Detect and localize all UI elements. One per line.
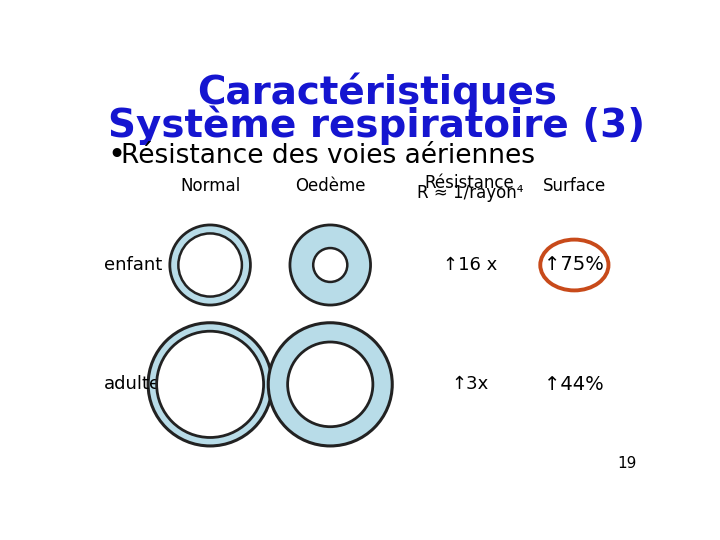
Ellipse shape xyxy=(290,225,371,305)
Text: Surface: Surface xyxy=(543,178,606,195)
Text: •: • xyxy=(107,141,125,170)
Text: ↑3x: ↑3x xyxy=(451,375,488,393)
Ellipse shape xyxy=(148,323,272,446)
Text: 19: 19 xyxy=(618,456,637,471)
Text: adulte: adulte xyxy=(104,375,161,393)
Text: enfant: enfant xyxy=(104,256,162,274)
Text: Résistance des voies aériennes: Résistance des voies aériennes xyxy=(121,143,535,168)
Ellipse shape xyxy=(179,233,242,296)
Text: ↑16 x: ↑16 x xyxy=(443,256,497,274)
Text: Système respiratoire (3): Système respiratoire (3) xyxy=(108,105,645,145)
Ellipse shape xyxy=(287,342,373,427)
Ellipse shape xyxy=(540,240,608,291)
Ellipse shape xyxy=(269,323,392,446)
Text: Résistance: Résistance xyxy=(425,174,515,192)
Text: Oedème: Oedème xyxy=(295,178,366,195)
Text: Caractéristiques: Caractéristiques xyxy=(197,72,557,111)
Ellipse shape xyxy=(157,331,264,437)
Text: Normal: Normal xyxy=(180,178,240,195)
Ellipse shape xyxy=(313,248,347,282)
Text: ↑75%: ↑75% xyxy=(544,255,604,274)
Text: ↑44%: ↑44% xyxy=(544,375,604,394)
Ellipse shape xyxy=(170,225,251,305)
Text: R ≈ 1/rayon⁴: R ≈ 1/rayon⁴ xyxy=(417,184,523,202)
